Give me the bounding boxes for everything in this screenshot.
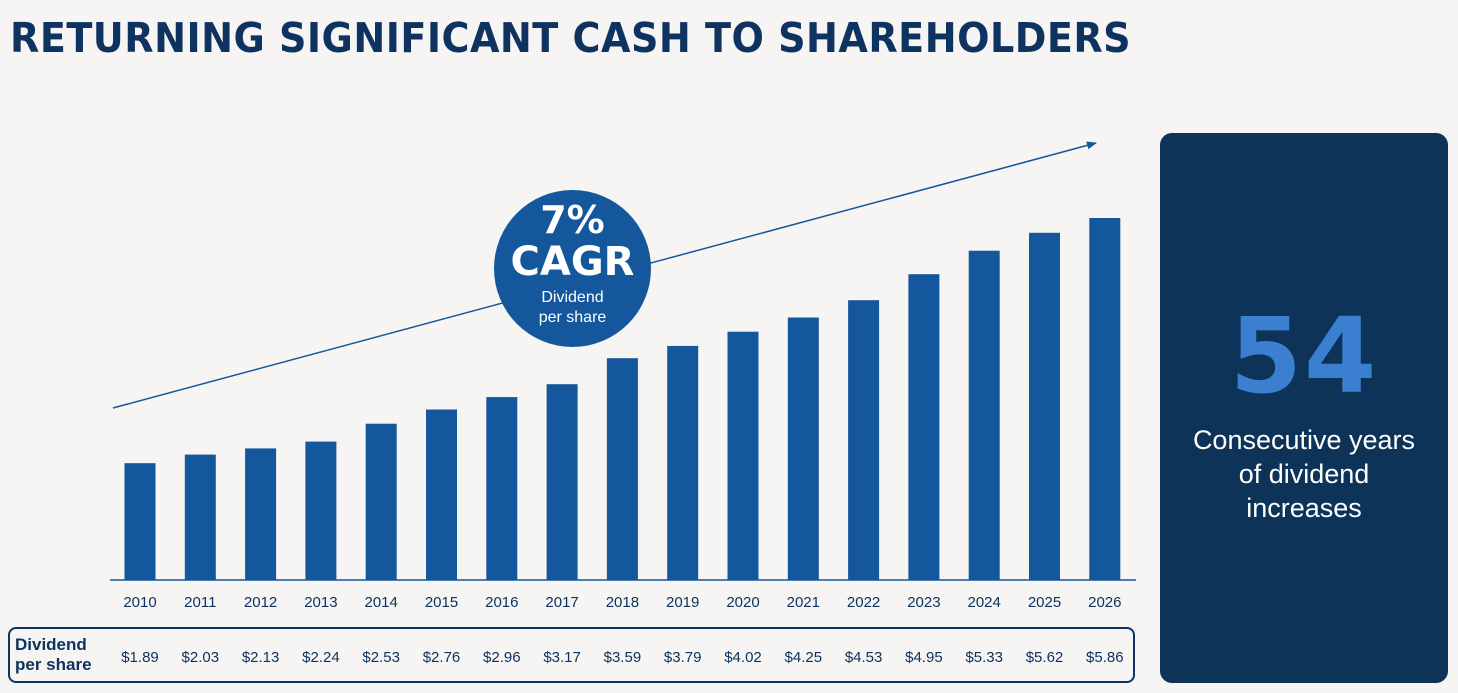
value-label-2020: $4.02	[724, 649, 762, 666]
bar-2026	[1089, 218, 1121, 580]
bar-2019	[667, 345, 699, 580]
bar-2016	[486, 397, 518, 580]
x-tick-label-2021: 2021	[787, 594, 820, 611]
page-title: RETURNING SIGNIFICANT CASH TO SHAREHOLDE…	[10, 14, 1132, 62]
panel-text-line2: of dividend	[1238, 459, 1370, 489]
bar-2022	[848, 300, 880, 580]
bar-2020	[727, 331, 759, 580]
value-label-2025: $5.62	[1026, 649, 1064, 666]
value-label-2018: $3.59	[604, 649, 642, 666]
x-tick-label-2011: 2011	[184, 594, 216, 611]
value-label-2017: $3.17	[543, 649, 581, 666]
x-tick-label-2024: 2024	[968, 594, 1001, 611]
x-tick-label-2014: 2014	[365, 594, 398, 611]
bar-2024	[968, 250, 1000, 580]
cagr-badge: 7% CAGR Dividend per share	[494, 190, 651, 347]
bar-2021	[787, 317, 819, 580]
consecutive-years-number: 54	[1229, 295, 1379, 417]
dividend-row-label: Dividend per share	[15, 635, 111, 675]
value-label-2015: $2.76	[423, 649, 461, 666]
dividend-per-share-row: Dividend per share	[8, 627, 1135, 683]
x-tick-label-2020: 2020	[726, 594, 759, 611]
value-label-2013: $2.24	[302, 649, 340, 666]
cagr-sub-line1: Dividend	[541, 289, 604, 306]
bar-2012	[245, 448, 277, 580]
consecutive-years-panel: 54 Consecutive years of dividend increas…	[1160, 133, 1448, 683]
x-tick-label-2023: 2023	[907, 594, 940, 611]
consecutive-years-text: Consecutive years of dividend increases	[1174, 423, 1434, 525]
cagr-percent: 7%	[540, 198, 605, 242]
value-label-2023: $4.95	[905, 649, 943, 666]
value-label-2026: $5.86	[1086, 649, 1124, 666]
x-tick-label-2016: 2016	[485, 594, 518, 611]
x-tick-label-2026: 2026	[1088, 594, 1121, 611]
value-label-2016: $2.96	[483, 649, 521, 666]
dividend-row-label-line2: per share	[15, 655, 92, 674]
x-tick-label-2010: 2010	[123, 594, 156, 611]
value-label-2021: $4.25	[785, 649, 823, 666]
bar-2015	[426, 409, 457, 580]
cagr-label: CAGR	[510, 239, 635, 285]
value-label-2024: $5.33	[965, 649, 1003, 666]
x-tick-label-2022: 2022	[847, 594, 880, 611]
value-label-2022: $4.53	[845, 649, 883, 666]
value-label-2019: $3.79	[664, 649, 702, 666]
x-tick-label-2025: 2025	[1028, 594, 1061, 611]
bar-2018	[606, 358, 638, 580]
bar-2010	[124, 463, 156, 580]
dividend-row-label-line1: Dividend	[15, 635, 87, 654]
bar-2017	[546, 384, 578, 580]
value-label-2010: $1.89	[121, 649, 159, 666]
x-tick-label-2018: 2018	[606, 594, 639, 611]
x-tick-label-2012: 2012	[244, 594, 277, 611]
bar-2014	[365, 423, 397, 580]
value-label-2014: $2.53	[362, 649, 400, 666]
bar-2025	[1029, 232, 1060, 581]
x-tick-label-2019: 2019	[666, 594, 699, 611]
value-label-2012: $2.13	[242, 649, 280, 666]
x-tick-label-2015: 2015	[425, 594, 458, 611]
bar-2013	[305, 441, 337, 580]
bar-2011	[184, 454, 216, 580]
panel-text-line1: Consecutive years	[1192, 425, 1416, 455]
cagr-sub-line2: per share	[538, 309, 607, 326]
bar-2023	[908, 274, 940, 580]
value-label-2011: $2.03	[182, 649, 220, 666]
panel-text-line3: increases	[1246, 493, 1362, 523]
x-tick-label-2013: 2013	[304, 594, 337, 611]
x-tick-label-2017: 2017	[545, 594, 578, 611]
